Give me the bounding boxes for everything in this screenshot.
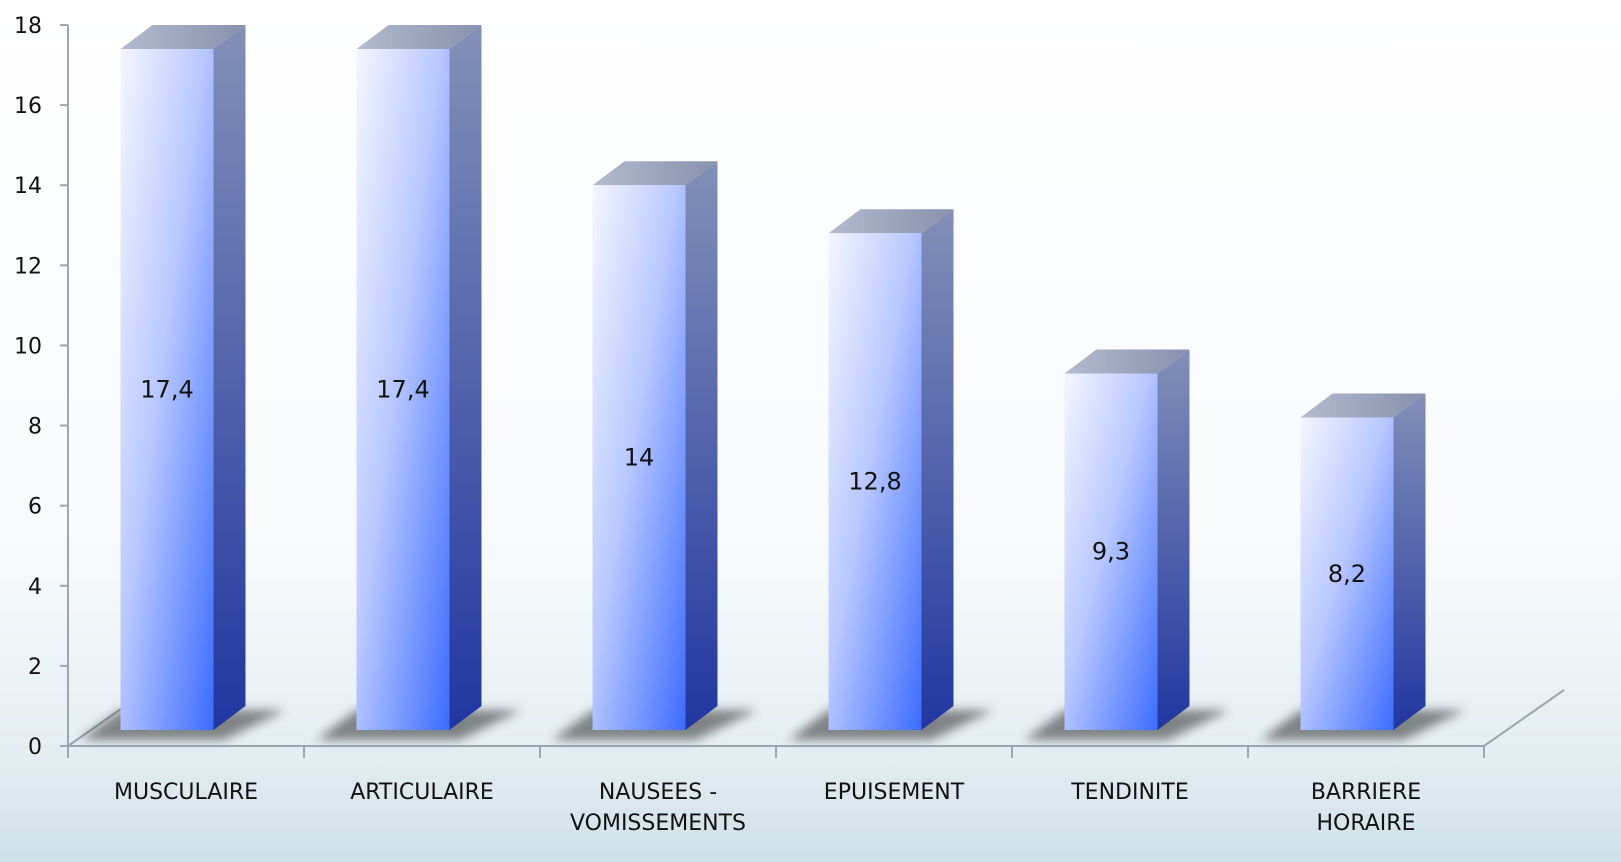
y-tick-label: 12 <box>14 254 42 279</box>
x-axis: MUSCULAIRE ARTICULAIRE NAUSEES -VOMISSEMEN… <box>67 745 1485 836</box>
bar-side <box>685 161 718 730</box>
bar-top <box>1064 349 1190 374</box>
y-tick-label: 16 <box>14 94 42 119</box>
x-category-label: BARRIERE HORAIRE <box>1311 780 1421 836</box>
bar-top <box>356 25 482 50</box>
bar: 17,4 <box>316 25 522 740</box>
x-category-label: EPUISEMENT <box>824 780 965 805</box>
bar: 12,8 <box>788 209 994 740</box>
bar-front <box>1064 373 1158 730</box>
bar-top <box>828 209 954 234</box>
bar-side <box>1157 349 1190 730</box>
bar-side <box>449 25 482 731</box>
y-tick-label: 4 <box>28 575 42 600</box>
bar: 17,4 <box>80 25 286 740</box>
bar-value-label: 8,2 <box>1328 560 1366 588</box>
bar-front <box>592 185 686 730</box>
bar-front <box>356 49 450 731</box>
bar: 14 <box>552 161 758 740</box>
x-category-label: ARTICULAIRE <box>350 780 494 805</box>
y-tick-label: 6 <box>28 495 42 520</box>
bar-value-label: 12,8 <box>848 468 901 496</box>
bar-front <box>828 233 922 731</box>
bar-value-label: 17,4 <box>376 376 429 404</box>
bar-front <box>120 49 214 731</box>
y-tick-label: 2 <box>28 655 42 680</box>
bar-side <box>1393 393 1426 730</box>
y-tick-label: 18 <box>14 14 42 39</box>
bar-top <box>1300 393 1426 418</box>
bar: 8,2 <box>1260 393 1466 740</box>
y-tick-label: 14 <box>14 174 42 199</box>
bar-side <box>213 25 246 731</box>
bar-value-label: 17,4 <box>140 376 193 404</box>
y-tick-label: 0 <box>28 735 42 760</box>
x-category-label: MUSCULAIRE <box>114 780 258 805</box>
x-category-label: TENDINITE <box>1070 780 1189 805</box>
bar-top <box>592 161 718 186</box>
bar-value-label: 9,3 <box>1092 538 1130 566</box>
y-axis: 0 2 4 6 8 10 12 14 16 18 <box>14 14 69 760</box>
bar: 9,3 <box>1024 349 1230 740</box>
bar-top <box>120 25 246 50</box>
y-tick-label: 10 <box>14 334 42 359</box>
bars: 17,4 17,4 14 12,8 9,3 8,2 <box>80 25 1466 740</box>
floor-right-edge <box>1483 689 1565 747</box>
x-category-label: NAUSEES -VOMISSEMENTS <box>570 780 746 836</box>
bar-side <box>921 209 954 731</box>
bar-front <box>1300 417 1394 730</box>
y-tick-label: 8 <box>28 415 42 440</box>
bar-value-label: 14 <box>624 444 655 472</box>
